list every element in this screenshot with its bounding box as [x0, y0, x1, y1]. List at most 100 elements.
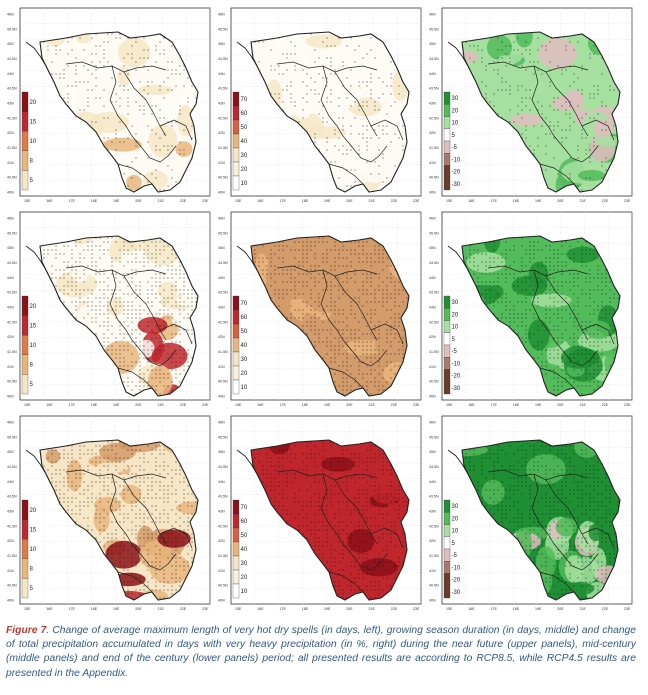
stipple-dot [374, 289, 376, 291]
stipple-dot [497, 69, 499, 71]
map-panel: 46N 45.5N 45N 44.5N 44N 43.5N 43N 42.5N 42N 41.5N… [6, 208, 214, 408]
stipple-dot [577, 77, 579, 79]
stipple-dot [605, 293, 607, 295]
stipple-dot [505, 81, 507, 83]
stipple-dot [99, 521, 101, 523]
stipple-dot [597, 89, 599, 91]
stipple-dot [167, 265, 169, 267]
stipple-dot [497, 285, 499, 287]
stipple-dot [147, 353, 149, 355]
stipple-dot [79, 81, 81, 83]
stipple-dot [589, 305, 591, 307]
stipple-dot [362, 81, 364, 83]
stipple-dot [183, 317, 185, 319]
stipple-dot [119, 353, 121, 355]
stipple-dot [75, 521, 77, 523]
stipple-dot [517, 277, 519, 279]
map-patch [531, 80, 569, 97]
stipple-dot [565, 281, 567, 283]
stipple-dot [107, 237, 109, 239]
stipple-dot [187, 513, 189, 515]
stipple-dot [131, 529, 133, 531]
stipple-dot [378, 253, 380, 255]
y-tick-label: 40N [429, 191, 436, 195]
stipple-dot [262, 41, 264, 43]
map-grid: 46N 45.5N 45N 44.5N 44N 43.5N 43N 42.5N 42N 41.5N… [6, 4, 636, 616]
stipple-dot [338, 265, 340, 267]
stipple-dot [485, 85, 487, 87]
stipple-dot [95, 97, 97, 99]
stipple-dot [390, 353, 392, 355]
stipple-dot [282, 245, 284, 247]
stipple-dot [107, 489, 109, 491]
stipple-dot [394, 297, 396, 299]
stipple-dot [131, 309, 133, 311]
country-outline [39, 235, 199, 397]
stipple-dot [314, 301, 316, 303]
stipple-dot [159, 445, 161, 447]
stipple-dot [91, 309, 93, 311]
stipple-dot [87, 501, 89, 503]
stipple-dot [179, 469, 181, 471]
stipple-dot [179, 349, 181, 351]
colorbar-swatch [443, 140, 451, 154]
stipple-dot [549, 329, 551, 331]
stipple-dot [171, 509, 173, 511]
stipple-dot [139, 245, 141, 247]
stipple-dot [338, 345, 340, 347]
stipple-dot [171, 297, 173, 299]
stipple-dot [585, 341, 587, 343]
stipple-dot [569, 313, 571, 315]
stipple-dot [119, 365, 121, 367]
stipple-dot [55, 485, 57, 487]
stipple-dot [139, 369, 141, 371]
stipple-dot [358, 341, 360, 343]
stipple-dot [175, 301, 177, 303]
stipple-dot [123, 241, 125, 243]
stipple-dot [577, 377, 579, 379]
stipple-dot [489, 281, 491, 283]
stipple-dot [111, 481, 113, 483]
border-line [276, 61, 378, 73]
stipple-dot [298, 249, 300, 251]
stipple-dot [561, 69, 563, 71]
stipple-dot [115, 129, 117, 131]
stipple-dot [278, 289, 280, 291]
stipple-dot [489, 261, 491, 263]
stipple-dot [306, 85, 308, 87]
stipple-dot [493, 249, 495, 251]
stipple-dot [525, 89, 527, 91]
stipple-dot [167, 345, 169, 347]
stipple-dot [123, 253, 125, 255]
stipple-dot [99, 461, 101, 463]
stipple-dot [123, 173, 125, 175]
stipple-dot [163, 377, 165, 379]
stipple-dot [386, 289, 388, 291]
stipple-dot [342, 65, 344, 67]
stipple-dot [99, 473, 101, 475]
stipple-dot [278, 293, 280, 295]
stipple-dot [71, 269, 73, 271]
border-line [328, 367, 364, 389]
stipple-dot [127, 73, 129, 75]
y-tick-label: 45.5N [218, 231, 228, 235]
stipple-dot [525, 313, 527, 315]
stipple-dot [179, 265, 181, 267]
stipple-dot [87, 489, 89, 491]
stipple-dot [553, 265, 555, 267]
stipple-dot [107, 301, 109, 303]
stipple-dot [302, 261, 304, 263]
stipple-dot [187, 317, 189, 319]
stipple-dot [597, 365, 599, 367]
stipple-dot [561, 261, 563, 263]
y-tick-label: 45N [218, 246, 225, 250]
stipple-dot [366, 125, 368, 127]
stipple-dot [179, 345, 181, 347]
stipple-dot [354, 381, 356, 383]
stipple-dot [139, 345, 141, 347]
stipple-dot [394, 325, 396, 327]
stipple-dot [601, 365, 603, 367]
stipple-dot [119, 461, 121, 463]
stipple-dot [549, 61, 551, 63]
stipple-dot [581, 253, 583, 255]
